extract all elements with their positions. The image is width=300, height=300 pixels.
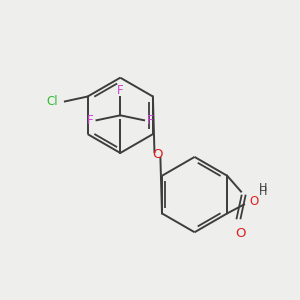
Text: O: O [249, 195, 258, 208]
Text: O: O [235, 227, 245, 240]
Text: O: O [152, 148, 163, 161]
Text: F: F [117, 84, 124, 97]
Text: H: H [259, 183, 267, 193]
Text: H: H [259, 187, 267, 196]
Text: F: F [147, 114, 153, 127]
Text: Cl: Cl [46, 95, 58, 108]
Text: F: F [87, 114, 94, 127]
